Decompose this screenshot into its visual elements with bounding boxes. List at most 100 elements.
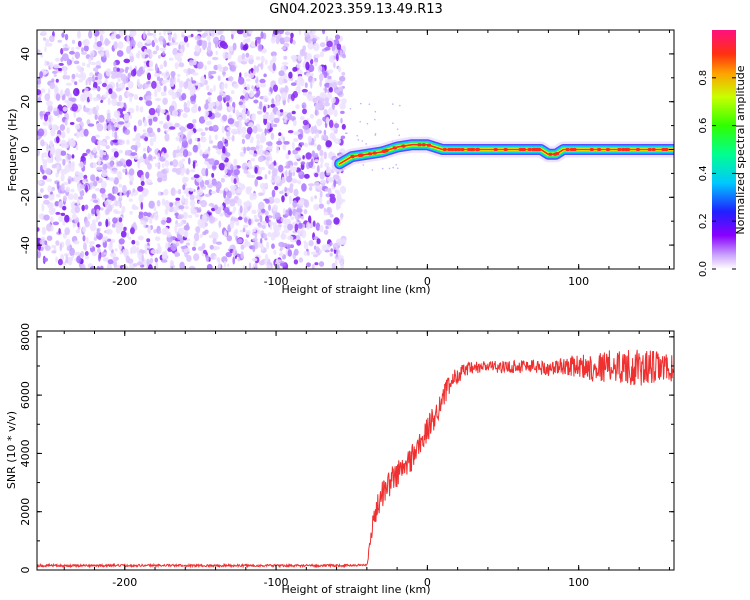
noise-blob	[86, 237, 89, 244]
noise-blob	[258, 260, 265, 266]
noise-blob	[145, 39, 152, 44]
noise-blob	[138, 194, 144, 203]
noise-blob	[132, 68, 137, 77]
noise-blob	[156, 171, 163, 179]
noise-blob	[273, 249, 277, 255]
noise-blob	[188, 157, 191, 165]
noise-blob	[325, 117, 330, 125]
noise-blob	[272, 204, 279, 212]
x-tick-label: 100	[568, 576, 589, 589]
noise-blob	[67, 256, 74, 262]
noise-blob	[329, 252, 333, 257]
noise-blob	[136, 78, 140, 87]
noise-blob	[92, 219, 96, 226]
noise-blob	[188, 59, 194, 66]
noise-blob	[283, 36, 291, 43]
noise-blob	[73, 240, 80, 245]
noise-blob	[323, 134, 328, 140]
noise-blob	[297, 54, 302, 62]
noise-blob	[111, 91, 117, 98]
noise-blob	[89, 154, 93, 160]
noise-blob	[310, 196, 314, 203]
noise-dot	[395, 164, 398, 166]
noise-blob	[37, 251, 41, 259]
noise-blob	[215, 181, 222, 190]
noise-blob	[223, 42, 227, 46]
noise-blob	[323, 229, 329, 235]
noise-dot	[392, 166, 395, 169]
noise-blob	[199, 149, 203, 157]
noise-blob	[323, 129, 327, 136]
noise-blob	[62, 47, 69, 51]
noise-blob	[268, 145, 274, 149]
noise-blob	[278, 30, 285, 35]
noise-blob	[245, 133, 251, 140]
noise-blob	[99, 141, 107, 146]
noise-blob	[282, 208, 286, 215]
noise-blob	[259, 78, 266, 84]
noise-blob	[182, 176, 187, 184]
noise-blob	[90, 61, 97, 66]
noise-blob	[96, 123, 104, 132]
noise-blob	[44, 93, 51, 101]
noise-blob	[319, 249, 323, 254]
noise-blob	[44, 42, 52, 47]
noise-blob	[161, 163, 165, 168]
noise-blob	[95, 216, 99, 223]
noise-blob	[181, 195, 185, 203]
noise-blob	[173, 76, 177, 85]
noise-blob	[336, 203, 340, 211]
noise-blob	[160, 91, 167, 97]
noise-blob	[74, 251, 81, 256]
noise-blob	[186, 42, 190, 48]
noise-blob	[223, 66, 229, 71]
noise-blob	[269, 155, 273, 162]
noise-blob	[94, 114, 98, 120]
noise-blob	[217, 257, 221, 262]
noise-blob	[273, 160, 277, 166]
noise-blob	[153, 206, 157, 212]
noise-blob	[143, 153, 147, 160]
noise-blob	[314, 54, 321, 58]
noise-blob	[37, 192, 42, 198]
noise-blob	[64, 33, 69, 41]
noise-blob	[222, 69, 226, 77]
noise-blob	[180, 245, 187, 250]
noise-blob	[242, 265, 246, 269]
noise-blob	[268, 91, 272, 96]
noise-blob	[112, 66, 118, 73]
noise-blob	[44, 245, 51, 252]
noise-blob	[190, 95, 196, 102]
noise-blob	[49, 82, 56, 90]
noise-blob	[81, 51, 87, 55]
noise-blob	[326, 40, 333, 48]
noise-blob	[233, 158, 238, 166]
noise-blob	[278, 164, 284, 173]
noise-blob	[334, 259, 338, 267]
noise-blob	[144, 48, 148, 56]
noise-blob	[84, 255, 90, 260]
noise-blob	[132, 188, 136, 193]
noise-blob	[210, 30, 215, 38]
noise-blob	[75, 131, 80, 139]
noise-blob	[154, 97, 162, 102]
noise-blob	[186, 254, 192, 262]
noise-blob	[131, 30, 136, 36]
noise-blob	[140, 201, 144, 210]
noise-blob	[290, 55, 298, 60]
noise-blob	[276, 94, 280, 103]
noise-blob	[67, 154, 72, 160]
noise-blob	[189, 89, 195, 97]
noise-blob	[55, 172, 59, 178]
noise-blob	[216, 105, 223, 111]
noise-blob	[283, 42, 290, 48]
noise-blob	[253, 65, 257, 72]
y-tick-label: -20	[19, 188, 32, 206]
noise-blob	[301, 88, 308, 93]
noise-blob	[161, 80, 167, 85]
noise-blob	[120, 102, 124, 108]
noise-blob	[110, 33, 116, 40]
noise-blob	[298, 198, 305, 206]
noise-blob	[130, 191, 134, 197]
track-peak	[401, 144, 406, 148]
